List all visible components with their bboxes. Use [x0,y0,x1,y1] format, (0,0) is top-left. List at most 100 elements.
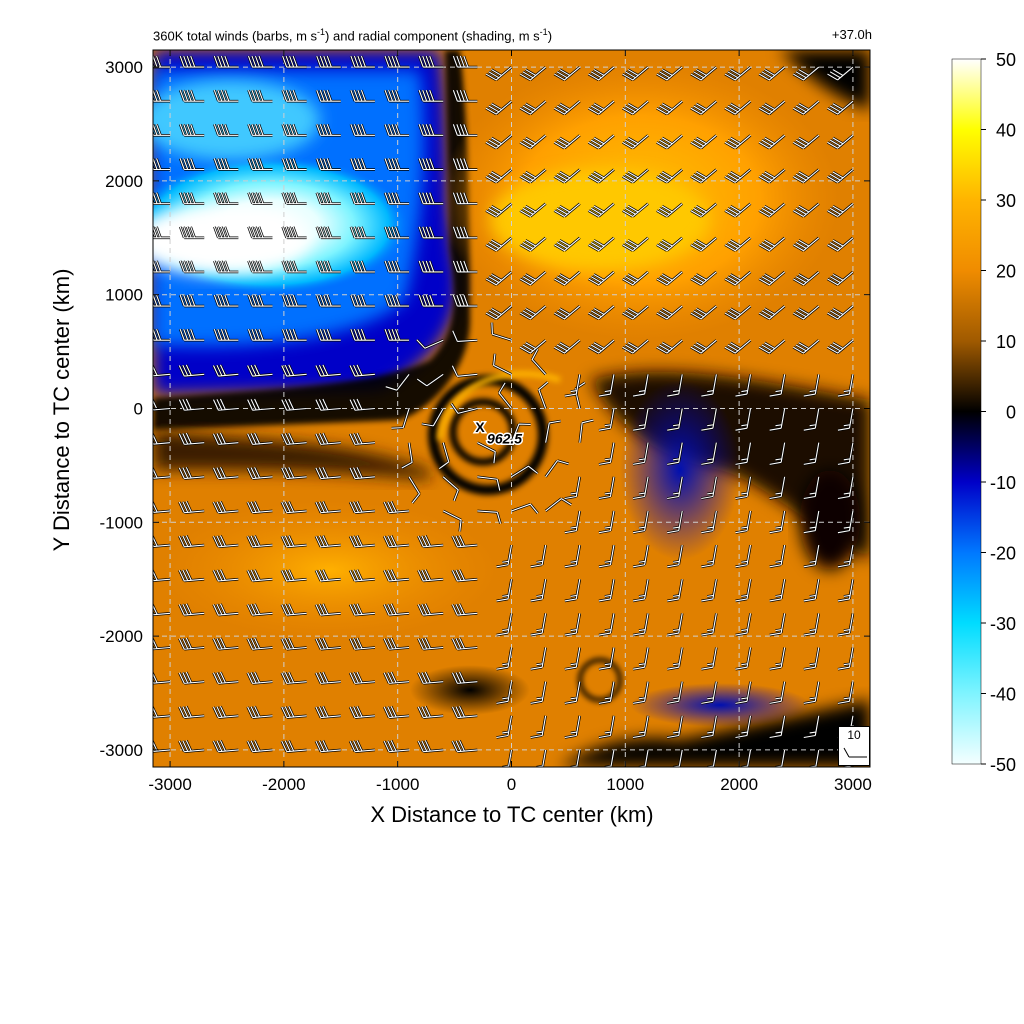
negative-patch-south [630,683,810,727]
wind-barb [315,123,341,137]
wind-barb [178,260,205,274]
wind-barb [153,637,171,651]
wind-barb-stroke [349,569,375,582]
wind-barb-stroke [793,66,820,81]
wind-barb [758,134,786,150]
wind-barb [553,305,581,321]
wind-barb [280,569,307,583]
wind-barb [246,535,273,549]
wind-barb [826,134,854,150]
wind-barb [246,432,273,446]
wind-barb [803,544,821,569]
wind-barb [315,226,341,240]
wind-barb-stroke [247,329,273,341]
wind-barb-stroke [837,647,854,670]
wind-barb-stroke [793,339,820,354]
wind-barb [417,192,444,205]
wind-barb-stroke [588,169,615,183]
wind-barb-stroke [485,169,512,183]
wind-barb-stroke [153,535,171,548]
reference-barb-label: 10 [847,728,861,742]
wind-barb-stroke [493,353,512,375]
wind-barb [314,398,341,412]
wind-barb-stroke [247,192,273,205]
wind-barb [553,66,581,82]
wind-barb [212,398,239,412]
wind-barb-stroke [701,374,717,397]
wind-barb [621,202,649,218]
wind-barb-stroke [554,305,581,320]
wind-barb-stroke [316,260,341,273]
wind-barb-stroke [564,476,581,500]
wind-barb [803,442,821,466]
wind-barb [666,544,684,569]
wind-barb-stroke [212,501,239,514]
wind-barb-stroke [667,442,683,465]
wind-barb [598,442,616,466]
wind-barb [587,66,615,82]
spiral-bright-arc [437,370,561,441]
wind-barb [178,500,205,514]
wind-barb-stroke [485,134,512,149]
wind-barb-stroke [632,510,649,534]
wind-barb-stroke [837,476,854,500]
wind-barb [758,100,786,116]
wind-barb-stroke [827,203,854,217]
wind-barb [666,647,684,671]
wind-barb [837,578,855,603]
wind-barb [803,681,821,705]
wind-barb-stroke [724,339,751,354]
wind-barb [383,123,410,137]
wind-barb-stroke [690,66,717,81]
wind-barb-stroke [758,134,785,149]
wind-barb-stroke [837,408,854,431]
wind-barb [724,270,752,286]
wind-barb [178,364,205,378]
wind-barb [349,192,375,205]
wind-barb-stroke [153,329,171,341]
wind-barb [485,270,513,286]
wind-barb [666,578,684,603]
wind-barb-stroke [769,510,786,534]
wind-barb [564,374,582,398]
wind-barb-stroke [247,603,273,616]
wind-barb-stroke [452,90,478,102]
wind-barb [621,100,649,116]
wind-barb [758,305,786,321]
wind-barb-stroke [384,329,410,341]
wind-barb [280,466,307,480]
wind-barb [792,168,820,184]
wind-barb [213,192,239,205]
wind-barb [315,192,341,205]
wind-barb-stroke [153,158,171,171]
wind-barb-stroke [588,100,615,115]
wind-barb [769,442,786,466]
wind-barb [769,408,786,432]
wind-barb-stroke [213,158,239,171]
wind-barb-stroke [554,134,581,149]
wind-barb [280,637,307,651]
wind-barb-stroke [622,271,649,286]
wind-barb-stroke [598,408,615,431]
wind-barb [496,544,513,569]
wind-barb-stroke [701,408,717,431]
wind-barb [510,465,539,478]
wind-barb [735,578,752,603]
wind-barb-stroke [564,681,581,704]
wind-barb [485,134,513,150]
wind-barb-stroke [282,55,307,68]
wind-barb-stroke [315,467,341,480]
wind-barb-stroke [282,260,307,273]
wind-barb-stroke [315,671,341,684]
wind-barb-stroke [385,374,410,391]
wind-barb-stroke [803,510,820,534]
wind-barb [724,134,752,150]
wind-barb [758,202,786,218]
wind-barb [178,603,205,617]
wind-barb-stroke [282,329,307,341]
wind-barb [247,158,273,171]
wind-barb [724,66,752,82]
wind-barb [519,134,547,150]
wind-barb-stroke [349,432,375,445]
wind-barb-stroke [384,192,410,205]
